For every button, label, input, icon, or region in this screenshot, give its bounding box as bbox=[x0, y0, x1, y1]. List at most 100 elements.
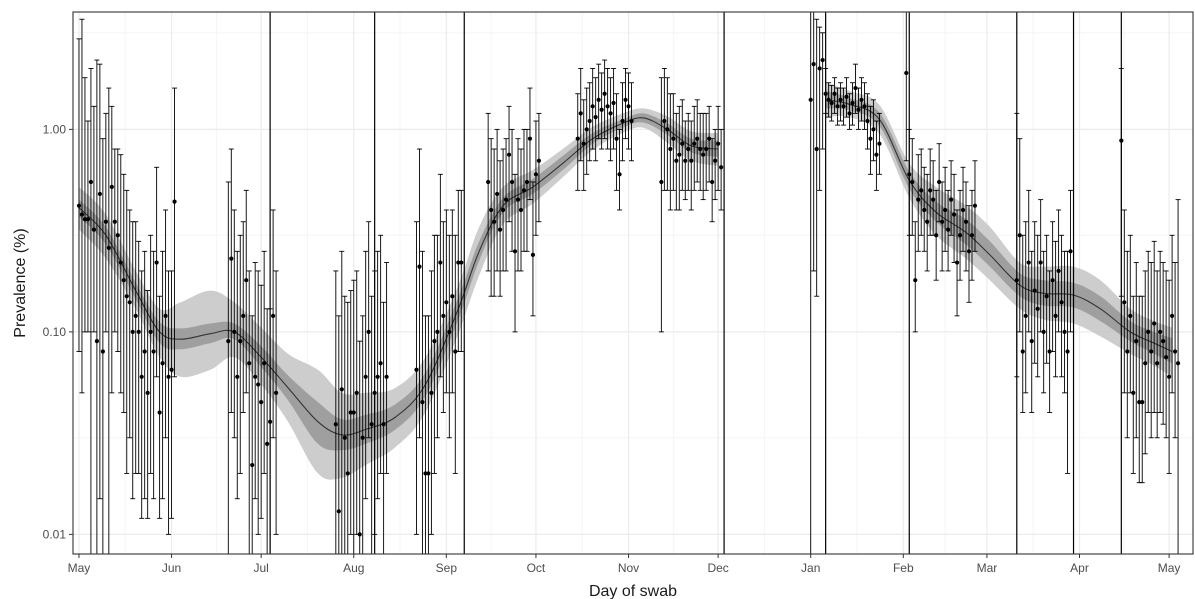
data-point bbox=[659, 179, 664, 185]
data-point bbox=[384, 374, 389, 379]
data-point bbox=[366, 329, 371, 334]
data-point bbox=[124, 294, 129, 299]
data-point bbox=[1155, 361, 1160, 366]
data-point bbox=[97, 191, 102, 197]
data-point bbox=[716, 141, 721, 146]
data-point bbox=[1172, 349, 1178, 354]
data-point bbox=[811, 62, 816, 67]
data-point bbox=[486, 179, 491, 185]
panel-border bbox=[72, 11, 1194, 555]
data-point bbox=[435, 329, 440, 334]
data-point bbox=[1122, 300, 1127, 305]
data-point bbox=[1164, 355, 1169, 360]
data-point bbox=[82, 217, 88, 222]
data-point bbox=[363, 374, 368, 379]
data-point bbox=[623, 97, 628, 102]
data-point bbox=[130, 329, 135, 334]
data-point bbox=[865, 118, 870, 124]
data-point bbox=[1023, 313, 1028, 318]
data-point bbox=[432, 339, 437, 344]
data-point bbox=[689, 158, 694, 163]
data-point bbox=[459, 260, 464, 265]
data-point bbox=[877, 141, 882, 146]
x-tick-label: Aug bbox=[343, 561, 364, 575]
data-point bbox=[943, 207, 948, 213]
data-point bbox=[826, 97, 831, 102]
data-point bbox=[232, 329, 237, 334]
x-tick-label: Feb bbox=[893, 561, 914, 575]
data-point bbox=[417, 264, 422, 269]
data-point bbox=[79, 212, 85, 217]
data-point bbox=[157, 410, 162, 415]
data-point bbox=[934, 233, 939, 238]
x-tick-label: Dec bbox=[707, 561, 728, 575]
data-point bbox=[333, 422, 338, 427]
data-point bbox=[599, 107, 604, 112]
data-point bbox=[1128, 313, 1133, 318]
data-point bbox=[441, 313, 446, 318]
x-tick-label: Apr bbox=[1070, 561, 1089, 575]
data-point bbox=[247, 361, 252, 366]
data-point bbox=[841, 104, 846, 109]
data-point bbox=[868, 136, 873, 141]
data-point bbox=[1175, 361, 1181, 366]
data-point bbox=[527, 136, 533, 141]
data-point bbox=[1169, 313, 1175, 318]
data-point bbox=[160, 361, 165, 366]
data-point bbox=[524, 179, 530, 185]
data-point bbox=[832, 91, 837, 96]
data-point bbox=[503, 197, 509, 202]
data-point bbox=[954, 260, 960, 265]
data-point bbox=[414, 367, 419, 372]
data-point bbox=[853, 85, 858, 91]
x-tick-label: Mar bbox=[977, 561, 998, 575]
data-point bbox=[530, 252, 536, 257]
data-point bbox=[713, 158, 718, 163]
data-point bbox=[1140, 400, 1145, 405]
data-point bbox=[608, 111, 613, 116]
data-point bbox=[506, 152, 512, 157]
data-point bbox=[1131, 390, 1136, 395]
data-point bbox=[259, 400, 264, 405]
data-point bbox=[1068, 249, 1073, 254]
data-point bbox=[692, 141, 697, 146]
data-point bbox=[1029, 339, 1034, 344]
y-tick-label: 0.01 bbox=[43, 527, 67, 541]
data-point bbox=[629, 118, 634, 124]
data-point bbox=[695, 136, 700, 141]
data-point bbox=[683, 158, 688, 163]
data-point bbox=[937, 179, 942, 185]
data-point bbox=[850, 100, 855, 106]
data-point bbox=[256, 382, 261, 387]
data-point bbox=[966, 249, 972, 254]
data-point bbox=[817, 66, 822, 71]
data-point bbox=[265, 441, 270, 446]
data-point bbox=[1137, 400, 1142, 405]
data-point bbox=[951, 212, 957, 217]
data-point bbox=[1143, 361, 1148, 366]
data-point bbox=[1056, 268, 1061, 274]
data-point bbox=[948, 197, 954, 202]
y-axis: 0.01 0.10 1.00 bbox=[43, 122, 73, 541]
data-point bbox=[85, 217, 91, 222]
data-point bbox=[166, 374, 171, 379]
data-point bbox=[674, 158, 679, 163]
data-point bbox=[710, 179, 715, 185]
data-point bbox=[1014, 278, 1019, 283]
data-point bbox=[945, 227, 951, 232]
data-point bbox=[704, 146, 709, 152]
data-point bbox=[719, 165, 724, 170]
data-point bbox=[1152, 321, 1157, 326]
data-point bbox=[668, 146, 673, 152]
data-point bbox=[244, 278, 249, 283]
data-point bbox=[856, 107, 861, 112]
data-point bbox=[587, 118, 592, 124]
data-point bbox=[1149, 349, 1154, 354]
data-point bbox=[172, 199, 177, 204]
data-point bbox=[913, 278, 918, 283]
data-point bbox=[103, 219, 108, 224]
data-point bbox=[226, 339, 231, 344]
data-point bbox=[489, 207, 494, 213]
data-point bbox=[453, 349, 458, 354]
